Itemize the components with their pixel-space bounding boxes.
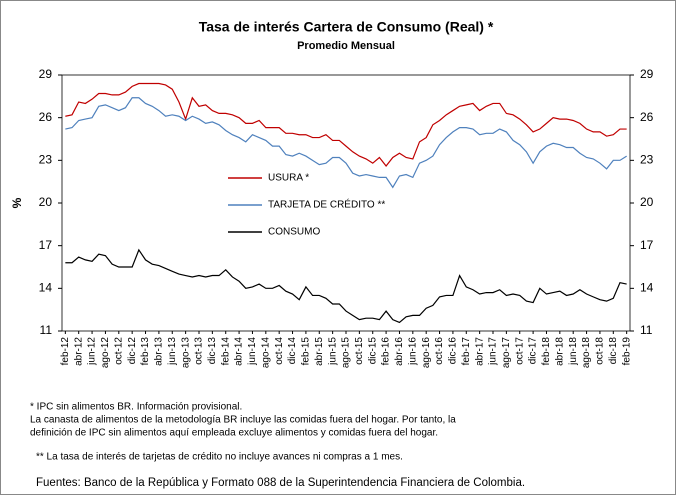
legend-label: USURA * (268, 173, 309, 184)
x-tick-label: oct-18 (595, 337, 606, 365)
series-line (65, 82, 627, 167)
y2-tick-label: 23 (640, 153, 654, 167)
x-tick-label: oct-13 (194, 337, 205, 365)
x-tick-label: feb-15 (301, 337, 312, 366)
footnote: definición de IPC sin alimentos aquí emp… (30, 428, 438, 439)
y-tick-label: 29 (39, 67, 53, 81)
y2-tick-label: 26 (640, 110, 654, 124)
series-line (65, 248, 627, 324)
x-tick-label: jun-16 (407, 337, 418, 366)
x-tick-label: ago-13 (180, 337, 191, 369)
x-tick-label: feb-12 (60, 337, 71, 366)
x-tick-label: dic-15 (367, 337, 378, 365)
x-tick-label: abr-18 (554, 337, 565, 366)
x-tick-label: ago-16 (421, 337, 432, 369)
y-axis-label: % (10, 197, 24, 208)
x-tick-label: dic-13 (207, 337, 218, 365)
x-tick-label: ago-18 (581, 337, 592, 369)
footnote: * IPC sin alimentos BR. Información prov… (30, 402, 242, 413)
x-tick-label: ago-14 (260, 337, 271, 369)
x-tick-label: oct-14 (274, 337, 285, 365)
y-tick-label: 11 (40, 323, 53, 337)
footnote: La canasta de alimentos de la metodologí… (30, 415, 456, 426)
x-tick-label: abr-15 (314, 337, 325, 366)
chart-title: Tasa de interés Cartera de Consumo (Real… (199, 19, 494, 35)
y-tick-label: 23 (39, 153, 53, 167)
x-tick-label: abr-12 (73, 337, 84, 366)
y2-tick-label: 17 (640, 238, 654, 252)
x-tick-label: feb-19 (621, 337, 632, 366)
x-tick-label: feb-18 (541, 337, 552, 366)
y-tick-label: 17 (39, 238, 53, 252)
x-tick-label: abr-16 (394, 337, 405, 366)
x-tick-label: feb-17 (461, 337, 472, 366)
y2-tick-label: 14 (640, 281, 654, 295)
legend-label: CONSUMO (268, 227, 320, 238)
y2-tick-label: 29 (640, 67, 654, 81)
x-tick-label: oct-15 (354, 337, 365, 365)
x-tick-label: oct-12 (113, 337, 124, 365)
y-tick-label: 20 (39, 195, 53, 209)
x-tick-label: jun-12 (87, 337, 98, 366)
legend-label: TARJETA DE CRÉDITO ** (268, 198, 385, 211)
x-tick-label: jun-18 (568, 337, 579, 366)
x-tick-label: dic-12 (127, 337, 138, 365)
x-tick-label: dic-14 (287, 337, 298, 365)
y-tick-label: 26 (39, 110, 53, 124)
x-tick-label: abr-14 (234, 337, 245, 366)
x-tick-label: jun-13 (167, 337, 178, 366)
x-tick-label: oct-17 (514, 337, 525, 365)
y-tick-label: 14 (39, 281, 53, 295)
x-tick-label: dic-17 (528, 337, 539, 365)
x-tick-label: ago-15 (341, 337, 352, 369)
x-tick-label: abr-13 (154, 337, 165, 366)
y2-tick-label: 11 (640, 323, 653, 337)
x-tick-label: feb-16 (381, 337, 392, 366)
x-tick-label: abr-17 (474, 337, 485, 366)
x-tick-label: dic-18 (608, 337, 619, 365)
x-tick-label: feb-14 (220, 337, 231, 366)
y2-tick-label: 20 (640, 195, 654, 209)
footnote: ** La tasa de interés de tarjetas de cré… (36, 452, 403, 463)
chart-subtitle: Promedio Mensual (297, 40, 395, 52)
source: Fuentes: Banco de la República y Formato… (36, 477, 525, 489)
x-tick-label: ago-17 (501, 337, 512, 369)
series-line (65, 97, 627, 189)
x-tick-label: jun-17 (488, 337, 499, 366)
x-tick-label: dic-16 (448, 337, 459, 365)
x-tick-label: jun-15 (327, 337, 338, 366)
x-tick-label: oct-16 (434, 337, 445, 365)
x-tick-label: jun-14 (247, 337, 258, 366)
x-tick-label: ago-12 (100, 337, 111, 369)
x-tick-label: feb-13 (140, 337, 151, 366)
